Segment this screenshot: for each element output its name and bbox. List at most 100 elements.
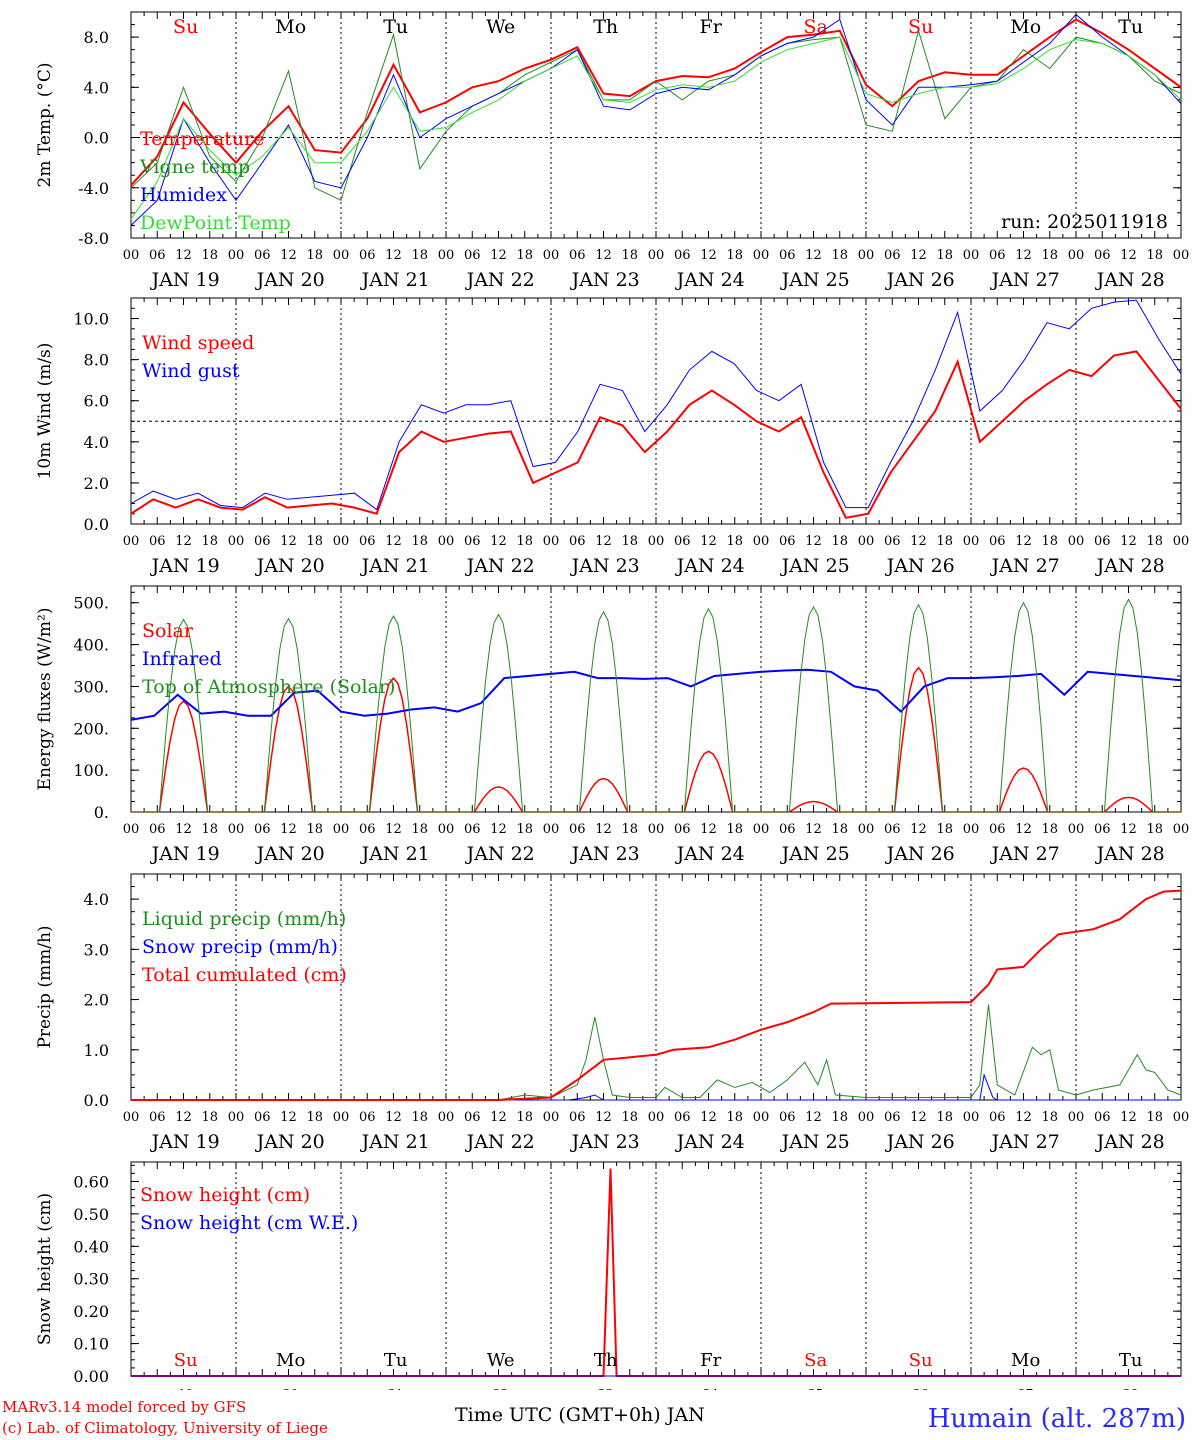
date-label: JAN 21 (360, 843, 430, 865)
hour-label: 00 (1068, 248, 1085, 263)
hour-label: 18 (306, 1110, 323, 1125)
weekday-label: Tu (1118, 16, 1143, 38)
hour-label: 18 (201, 822, 218, 837)
series-line-total-cumulated-cm- (131, 889, 1182, 1101)
legend-entry: Wind speed (142, 332, 254, 354)
hour-label: 18 (621, 822, 638, 837)
y-tick-label: 2.0 (84, 474, 109, 493)
hour-label: 18 (831, 248, 848, 263)
hour-label: 18 (411, 534, 428, 549)
chart-panel-4: 0.0 1.0 2.0 3.0 4.0 Precip (mm/h) Liquid preci… (35, 873, 1189, 1153)
weekday-label: Sa (804, 16, 828, 38)
y-tick-label: -8.0 (78, 229, 109, 248)
hour-label: 06 (149, 248, 166, 263)
date-label: JAN 27 (990, 555, 1060, 577)
legend-entry: Snow precip (mm/h) (142, 936, 338, 958)
y-tick-label: 0.00 (73, 1367, 109, 1386)
hour-label: 06 (779, 1110, 796, 1125)
hour-label: 18 (936, 822, 953, 837)
hour-label: 18 (726, 534, 743, 549)
date-label: JAN 23 (570, 843, 640, 865)
hour-label: 12 (910, 822, 927, 837)
hour-label: 06 (674, 822, 691, 837)
hour-label: 06 (464, 534, 481, 549)
hour-label: 00 (1068, 534, 1085, 549)
y-tick-label: 4.0 (84, 890, 109, 909)
hour-label: 00 (123, 248, 140, 263)
hour-label: 18 (1041, 248, 1058, 263)
date-label: JAN 28 (1095, 843, 1165, 865)
hour-label: 18 (936, 534, 953, 549)
hour-label: 00 (1173, 248, 1190, 263)
weekday-label: Tu (1119, 1350, 1143, 1371)
hour-label: 00 (1173, 534, 1190, 549)
hour-label: 18 (1146, 534, 1163, 549)
hour-label: 12 (910, 534, 927, 549)
y-tick-label: 0.0 (84, 129, 109, 148)
series-line-wind-speed (130, 350, 1182, 519)
date-label: JAN 26 (885, 269, 955, 291)
date-label: JAN 19 (150, 843, 220, 865)
hour-label: 00 (648, 534, 665, 549)
y-tick-label: 0.30 (73, 1270, 109, 1289)
legend-entry: Solar (142, 620, 194, 642)
y-tick-label: 6.0 (84, 392, 109, 411)
chart-panel-5: 0.00 0.10 0.20 0.30 0.40 0.50 0.60 Snow height … (35, 1161, 1182, 1390)
date-label: JAN 28 (1095, 269, 1165, 291)
weekday-label: Su (908, 16, 933, 38)
hour-label: 12 (595, 822, 612, 837)
hour-label: 12 (700, 822, 717, 837)
y-axis-label: Precip (mm/h) (35, 925, 55, 1048)
hour-label: 12 (1015, 534, 1032, 549)
day-number-label: 27 (1018, 1387, 1033, 1390)
date-label: JAN 22 (465, 843, 535, 865)
date-label: JAN 27 (990, 269, 1060, 291)
hour-label: 06 (989, 1110, 1006, 1125)
hour-label: 00 (1173, 822, 1190, 837)
hour-label: 12 (805, 1110, 822, 1125)
y-tick-label: 4.0 (84, 78, 109, 97)
date-label: JAN 24 (675, 269, 745, 291)
hour-label: 06 (569, 1110, 586, 1125)
hour-label: 18 (936, 248, 953, 263)
hour-label: 18 (936, 1110, 953, 1125)
hour-label: 00 (963, 1110, 980, 1125)
weekday-label: Tu (383, 16, 408, 38)
hour-label: 12 (385, 248, 402, 263)
hour-label: 06 (1094, 248, 1111, 263)
hour-label: 00 (963, 248, 980, 263)
hour-label: 00 (543, 1110, 560, 1125)
y-tick-label: 200. (73, 719, 109, 738)
hour-label: 00 (438, 248, 455, 263)
hour-label: 18 (726, 248, 743, 263)
date-label: JAN 21 (360, 269, 430, 291)
hour-label: 12 (1120, 822, 1137, 837)
hour-label: 06 (674, 248, 691, 263)
weekday-label: Mo (1010, 16, 1041, 38)
hour-label: 18 (1041, 534, 1058, 549)
date-label: JAN 19 (150, 1131, 220, 1153)
weekday-label: Tu (384, 1350, 408, 1371)
legend-entry: Vigne temp (139, 156, 250, 178)
hour-label: 00 (963, 822, 980, 837)
hour-label: 00 (543, 822, 560, 837)
weekday-label: We (486, 16, 515, 38)
y-tick-label: 2.0 (84, 991, 109, 1010)
hour-label: 00 (648, 248, 665, 263)
y-tick-label: 0.60 (73, 1172, 109, 1191)
hour-label: 12 (280, 1110, 297, 1125)
hour-label: 00 (963, 534, 980, 549)
y-axis-label: Snow height (cm) (35, 1193, 55, 1345)
hour-label: 06 (569, 534, 586, 549)
hour-label: 06 (569, 248, 586, 263)
hour-label: 18 (831, 1110, 848, 1125)
weekday-label: Fr (700, 1350, 721, 1371)
hour-label: 00 (543, 248, 560, 263)
hour-label: 12 (490, 534, 507, 549)
hour-label: 06 (359, 534, 376, 549)
hour-label: 06 (254, 248, 271, 263)
hour-label: 00 (858, 534, 875, 549)
hour-label: 12 (1015, 248, 1032, 263)
date-label: JAN 25 (780, 1131, 850, 1153)
date-label: JAN 19 (150, 269, 220, 291)
